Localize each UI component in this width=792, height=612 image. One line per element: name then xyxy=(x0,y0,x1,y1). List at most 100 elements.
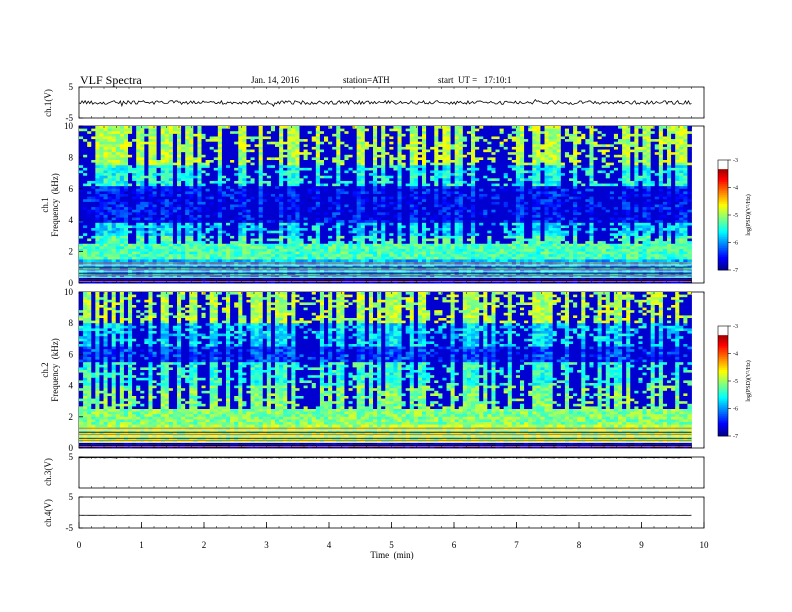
spectrogram-cell xyxy=(569,162,574,166)
spectrogram-cell xyxy=(618,180,623,184)
spectrogram-cell xyxy=(389,139,394,143)
spectrogram-cell xyxy=(381,180,386,184)
spectrogram-cell xyxy=(605,209,611,213)
spectrogram-cell xyxy=(266,180,272,184)
spectrogram-cell xyxy=(426,141,431,145)
spectrogram-cell xyxy=(454,188,460,192)
spectrogram-cell xyxy=(205,196,211,200)
spectrogram-cell xyxy=(556,154,562,158)
spectrogram-cell xyxy=(479,201,484,205)
spectrogram-cell xyxy=(495,152,500,156)
spectrogram-cell xyxy=(266,209,272,213)
spectrogram-cell xyxy=(593,183,598,187)
spectrogram-cell xyxy=(679,209,684,213)
spectrogram-cell xyxy=(107,160,113,164)
spectrogram-cell xyxy=(564,180,570,184)
spectrogram-cell xyxy=(226,139,231,143)
spectrogram-cell xyxy=(573,154,578,158)
spectrogram-cell xyxy=(446,186,451,190)
spectrogram-cell xyxy=(687,204,692,208)
spectrogram-cell xyxy=(238,162,243,166)
spectrogram-cell xyxy=(177,167,182,171)
spectrogram-cell xyxy=(536,180,541,184)
spectrogram-cell xyxy=(589,133,594,137)
spectrogram-cell xyxy=(221,178,227,182)
spectrogram-cell xyxy=(581,199,586,203)
spectrogram-cell xyxy=(205,212,211,216)
spectrogram-cell xyxy=(626,167,631,171)
spectrogram-cell xyxy=(471,201,476,205)
spectrogram-cell xyxy=(597,131,603,135)
spectrogram-cell xyxy=(230,162,235,166)
spectrogram-cell xyxy=(671,188,676,192)
spectrogram-cell xyxy=(132,212,137,216)
spectrogram-cell xyxy=(515,136,521,140)
spectrogram-cell xyxy=(246,152,251,156)
spectrogram-cell xyxy=(283,131,288,135)
spectrogram-cell xyxy=(658,167,664,171)
spectrogram-cell xyxy=(397,201,402,205)
spectrogram-cell xyxy=(532,209,537,213)
spectrogram-cell xyxy=(536,144,541,148)
spectrogram-cell xyxy=(254,162,260,166)
spectrogram-cell xyxy=(221,133,227,137)
spectrogram-cell xyxy=(136,160,141,164)
spectrogram-cell xyxy=(462,204,468,208)
spectrogram-cell xyxy=(209,180,215,184)
spectrogram-cell xyxy=(442,199,447,203)
spectrogram-cell xyxy=(205,136,211,140)
spectrogram-cell xyxy=(328,178,333,182)
spectrogram-cell xyxy=(352,175,358,179)
spectrogram-cell xyxy=(123,144,129,148)
spectrogram-cell xyxy=(569,126,574,130)
spectrogram-cell xyxy=(119,149,125,153)
spectrogram-cell xyxy=(250,152,255,156)
spectrogram-cell xyxy=(524,207,529,211)
spectrogram-cell xyxy=(487,207,492,211)
spectrogram-cell xyxy=(499,144,505,148)
spectrogram-cell xyxy=(328,152,333,156)
spectrogram-cell xyxy=(601,204,607,208)
spectrogram-cell xyxy=(626,209,631,213)
spectrogram-cell xyxy=(438,204,443,208)
spectrogram-cell xyxy=(132,146,137,150)
spectrogram-cell xyxy=(336,131,341,135)
spectrogram-cell xyxy=(511,167,517,171)
spectrogram-cell xyxy=(246,136,251,140)
spectrogram-cell xyxy=(246,126,251,130)
spectrogram-cell xyxy=(148,154,153,158)
spectrogram-cell xyxy=(123,199,129,203)
spectrogram-cell xyxy=(475,165,480,169)
spectrogram-cell xyxy=(103,180,108,184)
spectrogram-cell xyxy=(507,170,513,174)
spectrogram-cell xyxy=(475,201,480,205)
spectrogram-cell xyxy=(540,199,545,203)
spectrogram-cell xyxy=(79,180,84,184)
spectrogram-cell xyxy=(646,154,652,158)
spectrogram-cell xyxy=(213,191,219,195)
spectrogram-cell xyxy=(119,173,125,177)
spectrogram-cell xyxy=(560,201,566,205)
spectrogram-cell xyxy=(577,186,582,190)
spectrogram-cell xyxy=(181,136,186,140)
spectrogram-cell xyxy=(613,141,619,145)
spectrogram-cell xyxy=(262,207,268,211)
spectrogram-cell xyxy=(258,209,264,213)
spectrogram-cell xyxy=(626,131,631,135)
spectrogram-cell xyxy=(479,204,484,208)
spectrogram-cell xyxy=(352,144,358,148)
spectrogram-cell xyxy=(409,144,415,148)
spectrogram-cell xyxy=(348,204,353,208)
spectrogram-cell xyxy=(242,204,247,208)
spectrogram-cell xyxy=(368,154,374,158)
spectrogram-cell xyxy=(299,194,304,198)
spectrogram-cell xyxy=(201,133,206,137)
spectrogram-cell xyxy=(662,204,668,208)
spectrogram-cell xyxy=(401,162,407,166)
spectrogram-cell xyxy=(638,201,643,205)
spectrogram-cell xyxy=(319,149,325,153)
spectrogram-cell xyxy=(123,194,129,198)
spectrogram-cell xyxy=(189,173,194,177)
spectrogram-cell xyxy=(140,173,145,177)
spectrogram-cell xyxy=(107,209,113,213)
